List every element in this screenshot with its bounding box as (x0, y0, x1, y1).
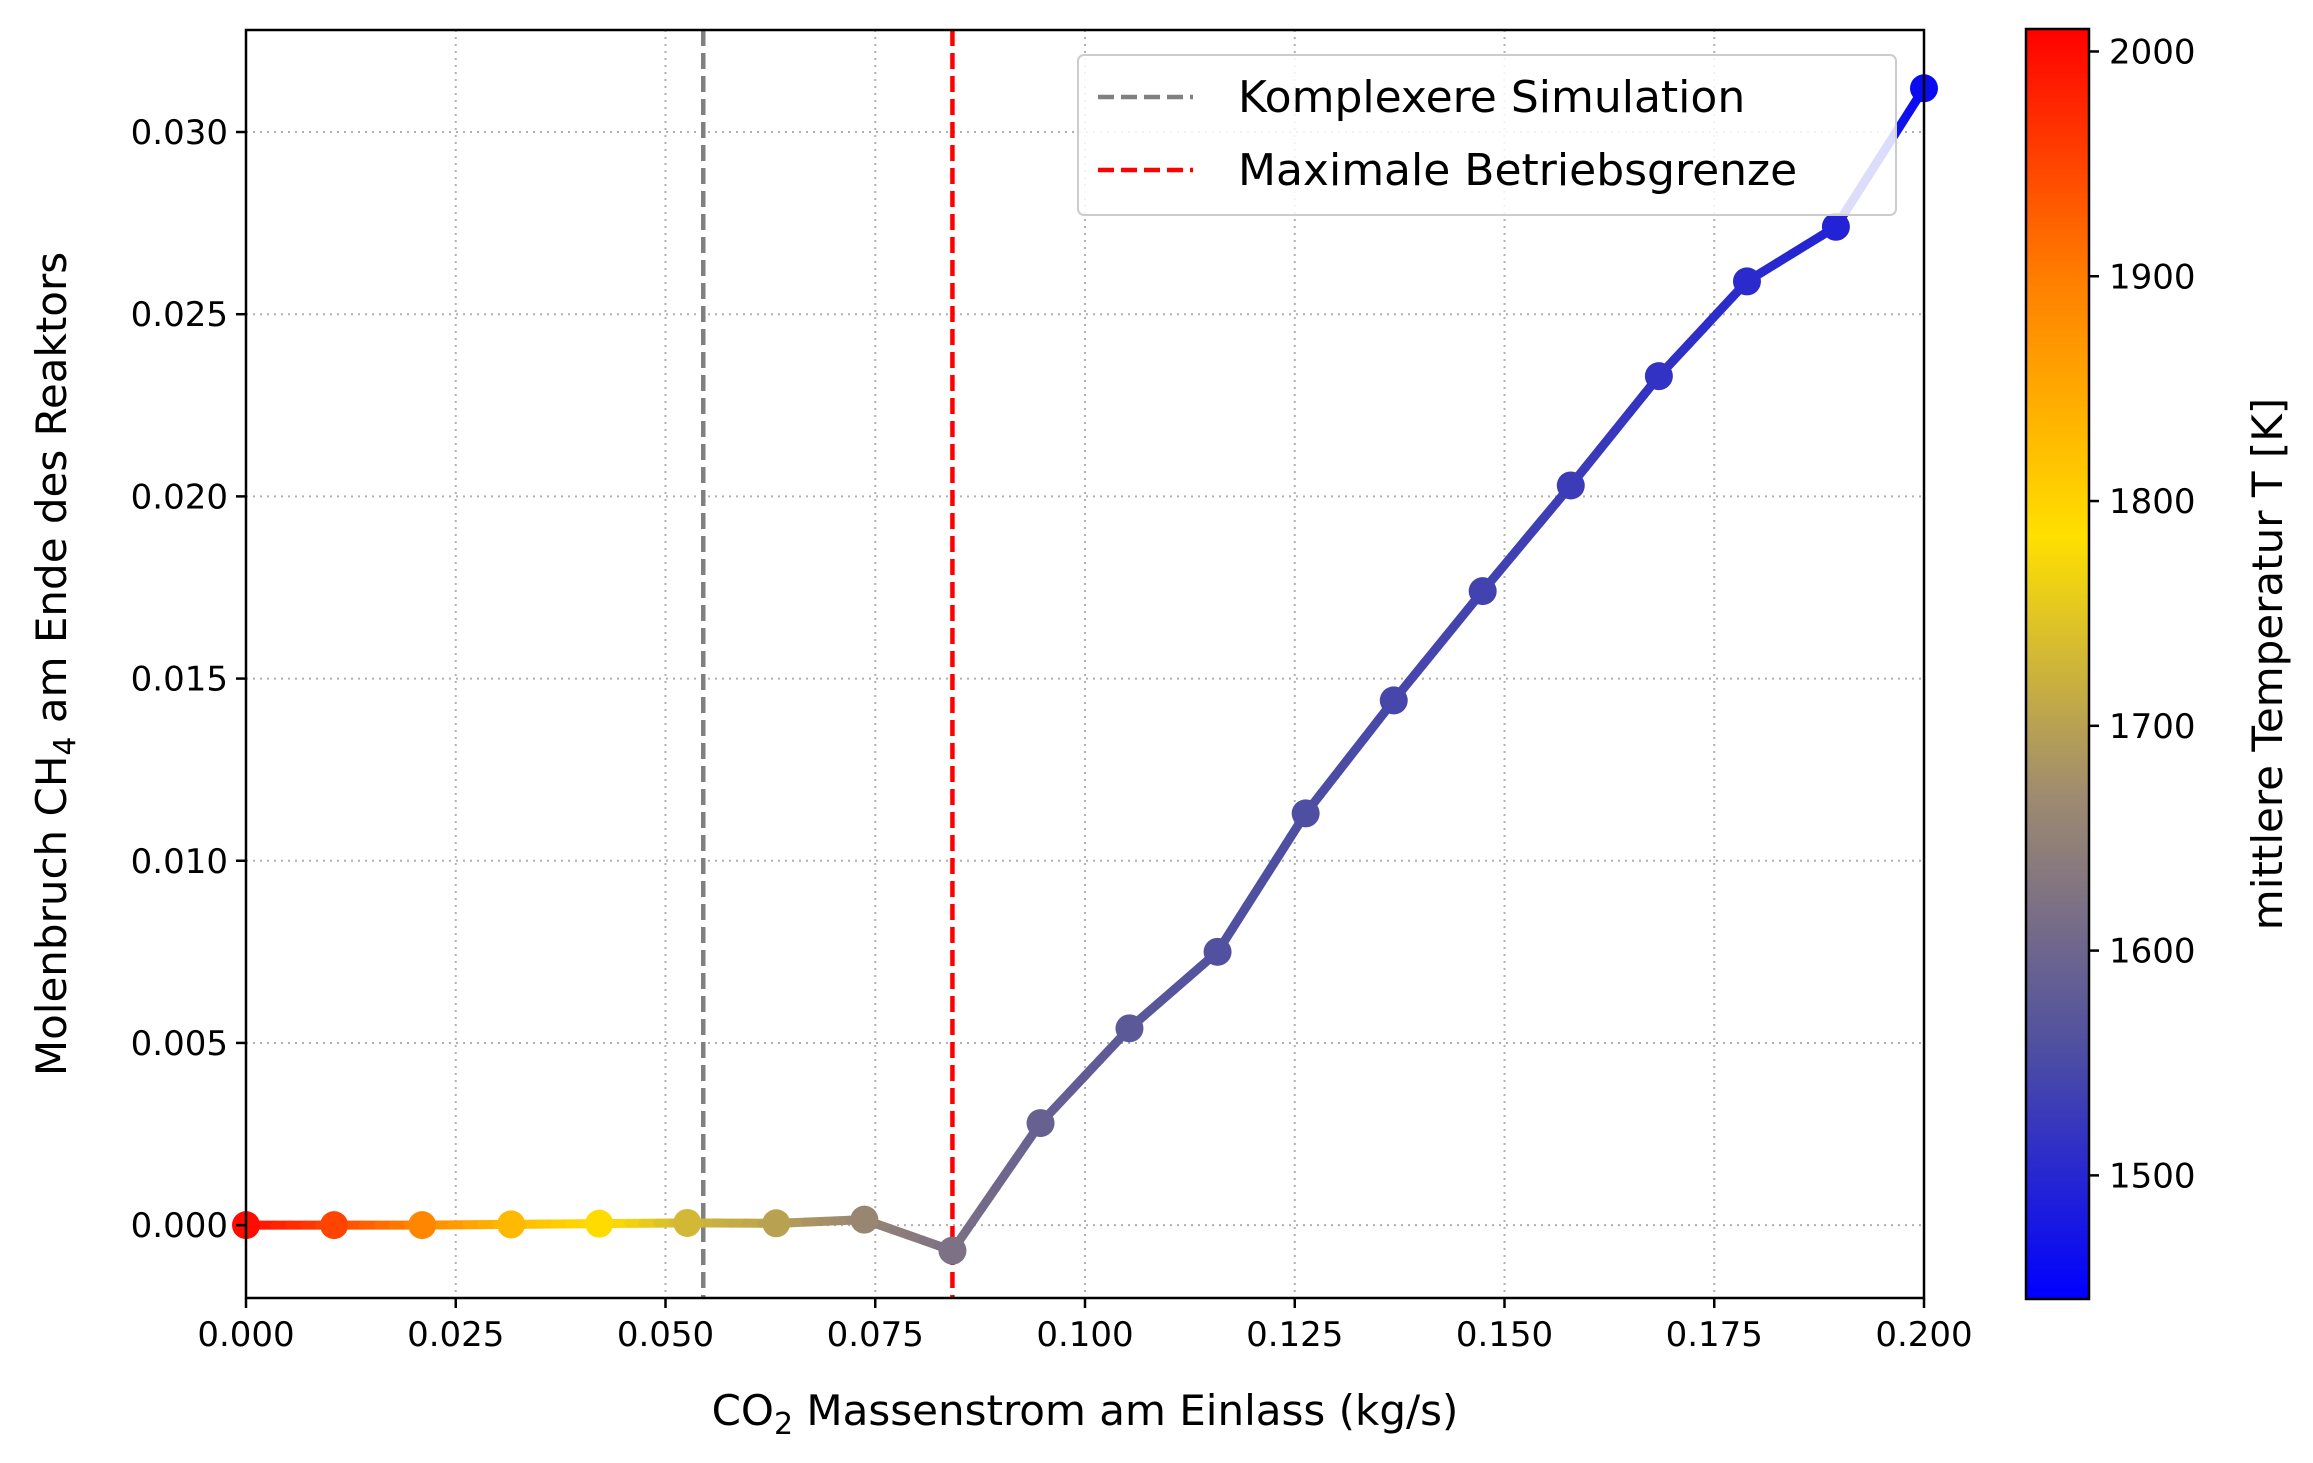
data-point (497, 1210, 526, 1239)
data-point (1732, 267, 1761, 296)
x-tick-label: 0.025 (407, 1315, 504, 1355)
x-tick-label: 0.050 (617, 1315, 714, 1355)
reference-lines (701, 30, 955, 1298)
data-point (1644, 362, 1673, 391)
colorbar-tick-label: 1700 (2109, 707, 2196, 747)
data-point (938, 1236, 967, 1265)
y-tick-label: 0.020 (131, 477, 228, 517)
y-axis-ticks: 0.000 0.005 0.010 0.015 0.020 0.025 0.030 (131, 113, 246, 1246)
x-tick-label: 0.100 (1036, 1315, 1133, 1355)
data-point (673, 1208, 702, 1237)
colorbar-label: mittlere Temperatur T [K] (2243, 398, 2292, 930)
data-point (408, 1211, 437, 1240)
colorbar-tick-label: 1900 (2109, 257, 2196, 297)
series-points (232, 74, 1938, 1265)
colorbar-tick-label: 1500 (2109, 1156, 2196, 1196)
data-point (1379, 686, 1408, 715)
data-point (1821, 212, 1850, 241)
y-tick-label: 0.015 (131, 660, 228, 700)
y-tick-label: 0.010 (131, 842, 228, 882)
x-tick-label: 0.075 (827, 1315, 924, 1355)
data-point (762, 1209, 791, 1238)
y-tick-label: 0.005 (131, 1024, 228, 1064)
data-point (1291, 799, 1320, 828)
x-tick-label: 0.125 (1246, 1315, 1343, 1355)
legend-label: Maximale Betriebsgrenze (1238, 145, 1797, 196)
legend-box (1077, 54, 1897, 216)
x-tick-label: 0.175 (1666, 1315, 1763, 1355)
data-point (1203, 937, 1232, 966)
y-tick-label: 0.000 (131, 1206, 228, 1246)
colorbar-tick-label: 1600 (2109, 932, 2196, 972)
colorbar-tick-label: 1800 (2109, 482, 2196, 522)
series-segment (1890, 106, 1914, 139)
data-point (1115, 1014, 1144, 1043)
series-segment (1271, 831, 1296, 865)
series-segment (1242, 878, 1267, 911)
x-tick-label: 0.200 (1875, 1315, 1972, 1355)
data-point (585, 1209, 614, 1238)
x-tick-label: 0.150 (1456, 1315, 1553, 1355)
x-tick-label: 0.000 (197, 1315, 294, 1355)
colorbar-ticks: 1500 1600 1700 1800 1900 2000 (2089, 32, 2196, 1196)
data-point (850, 1205, 879, 1234)
series-segment (1257, 855, 1281, 888)
y-tick-label: 0.025 (131, 295, 228, 335)
legend-label: Komplexere Simulation (1238, 72, 1745, 123)
data-point (1468, 577, 1497, 606)
colorbar: 1500 1600 1700 1800 1900 2000 mittlere Temper… (2024, 27, 2292, 1301)
y-axis-label: Molenbruch CH4 am Ende des Reaktors (27, 252, 83, 1076)
data-point (1556, 471, 1585, 500)
plot-area (232, 28, 1938, 1300)
y-tick-label: 0.030 (131, 113, 228, 153)
legend: Komplexere Simulation Maximale Betriebsgr… (1077, 54, 1897, 216)
series-segment (1227, 901, 1252, 934)
colorbar-gradient (2024, 27, 2091, 1301)
colorbar-tick-label: 2000 (2109, 32, 2196, 72)
data-point (1026, 1109, 1055, 1138)
data-point (320, 1211, 349, 1240)
x-axis-ticks: 0.000 0.025 0.050 0.075 0.100 0.125 0.150 0.175… (197, 1298, 1973, 1355)
x-axis-label: CO2 Massenstrom am Einlass (kg/s) (712, 1386, 1459, 1442)
